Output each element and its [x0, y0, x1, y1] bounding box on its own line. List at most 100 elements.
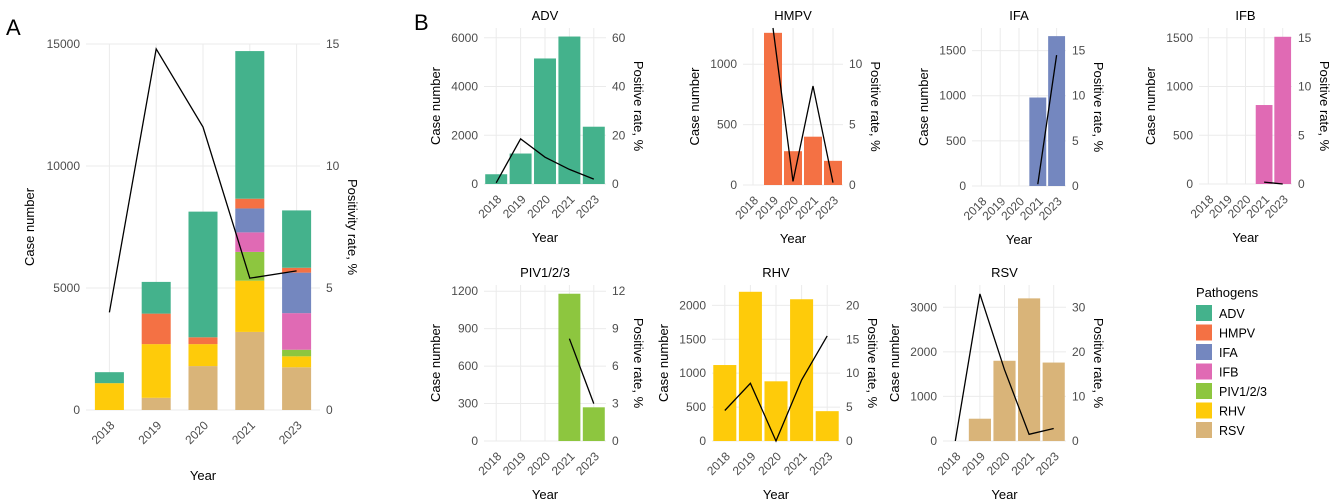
bar-rsv-2020 [188, 366, 218, 410]
bar-2023 [1048, 36, 1066, 186]
chart-title: ADV [532, 8, 559, 23]
y2-tick-label: 0 [326, 403, 333, 417]
bar-2021 [558, 293, 581, 441]
y-tick-label: 500 [946, 134, 966, 148]
y-tick-label: 1000 [1166, 80, 1193, 94]
y-tick-label: 0 [73, 403, 80, 417]
bar-2021 [790, 299, 814, 441]
positive-rate-line [568, 338, 595, 404]
bar-2023 [824, 160, 842, 185]
x-tick-label: 2023 [573, 192, 602, 221]
bar-2023 [1042, 362, 1065, 441]
y2-tick-label: 10 [1298, 80, 1312, 94]
bar-ifb-2023 [282, 313, 312, 350]
chart-title: IFA [1009, 8, 1029, 23]
legend-swatch-hmpv [1196, 324, 1212, 341]
bar-2019 [738, 291, 762, 441]
bar-adv-2019 [141, 281, 171, 314]
legend-label: IFB [1219, 366, 1238, 380]
x-tick-label: 2019 [136, 418, 165, 447]
x-axis-title: Year [1006, 232, 1033, 247]
y-axis-title: Case number [428, 66, 443, 145]
y2-tick-label: 0 [612, 434, 619, 448]
x-tick-label: 2021 [1008, 449, 1037, 478]
y-tick-label: 0 [730, 178, 737, 192]
y2-tick-label: 15 [846, 332, 860, 346]
y-tick-label: 1000 [910, 389, 937, 403]
legend-swatch-ifa [1196, 344, 1212, 360]
y-tick-label: 1500 [1166, 31, 1193, 45]
bar-ifb-2021 [235, 232, 265, 252]
y2-tick-label: 15 [1298, 31, 1312, 45]
y2-axis-title: Positivity rate, % [345, 179, 360, 276]
bar-adv-2020 [188, 211, 218, 338]
x-tick-label: 2020 [524, 192, 553, 221]
bar-2021 [804, 136, 822, 185]
y-axis-title: Case number [887, 323, 902, 402]
legend-label: HMPV [1219, 327, 1256, 341]
bar-rhv-2019 [141, 344, 171, 398]
x-tick-label: 2020 [524, 449, 553, 478]
bar-rhv-2023 [282, 356, 312, 368]
y2-tick-label: 10 [1072, 389, 1086, 403]
bar-rsv-2021 [235, 331, 265, 410]
legend-label: RHV [1219, 405, 1246, 419]
y2-axis-title: Positive rate, % [1091, 318, 1106, 409]
y2-tick-label: 20 [612, 128, 626, 142]
bar-2021 [558, 36, 581, 184]
y-tick-label: 2000 [451, 128, 478, 142]
y2-axis-title: Positive rate, % [1091, 62, 1106, 153]
positive-rate-line [1037, 55, 1058, 185]
bar-2019 [968, 418, 991, 441]
y2-tick-label: 10 [1072, 89, 1086, 103]
x-tick-label: 2021 [229, 418, 258, 447]
y-tick-label: 1200 [451, 284, 478, 298]
y2-tick-label: 0 [1298, 177, 1305, 191]
y2-tick-label: 60 [612, 31, 626, 45]
chart-rhv: 0 500 1000 1500 2000 0 5 10 15 20 2018201920202021… [656, 265, 880, 502]
y2-tick-label: 30 [1072, 300, 1086, 314]
bar-2018 [485, 174, 508, 184]
y-tick-label: 300 [458, 397, 478, 411]
positive-rate-line [954, 293, 1054, 442]
y2-tick-label: 10 [849, 57, 863, 71]
bar-2023 [815, 411, 839, 441]
chart-title: RSV [991, 265, 1018, 280]
bar-2023 [582, 407, 605, 441]
y2-tick-label: 20 [846, 298, 860, 312]
y2-tick-label: 3 [612, 397, 619, 411]
y2-axis-title: Positive rate, % [865, 318, 880, 409]
x-axis-title: Year [532, 487, 559, 502]
x-axis-title: Year [1232, 230, 1259, 245]
bar-rhv-2020 [188, 344, 218, 367]
bar-hmpv-2023 [282, 267, 312, 273]
bar-rhv-2018 [94, 383, 124, 410]
bar-adv-2023 [282, 210, 312, 268]
y-tick-label: 0 [699, 434, 706, 448]
y-axis-title: Case number [22, 187, 37, 266]
y2-axis-title: Positive rate, % [1317, 61, 1332, 152]
bar-piv123-2021 [235, 251, 265, 281]
legend-label: RSV [1219, 424, 1245, 438]
positive-rate-line [772, 27, 834, 183]
y2-axis-title: Positive rate, % [631, 318, 646, 409]
x-tick-label: 2023 [812, 193, 841, 222]
x-tick-label: 2023 [276, 418, 305, 447]
bar-piv123-2023 [282, 349, 312, 357]
bar-rhv-2021 [235, 280, 265, 332]
y-tick-label: 2000 [910, 345, 937, 359]
chart-a: 0 5000 10000 15000 0 5 10 15 2018 2019 2020 2021 202… [22, 37, 360, 483]
bar-ifa-2023 [282, 272, 312, 314]
y2-tick-label: 0 [1072, 179, 1079, 193]
chart-title: RHV [762, 265, 790, 280]
bar-2021 [1255, 105, 1273, 184]
legend: Pathogens ADV HMPV IFA IFB PIV1/2/3 RHV RSV [1196, 285, 1267, 438]
y-tick-label: 1000 [710, 57, 737, 71]
y-tick-label: 2000 [679, 298, 706, 312]
y2-tick-label: 6 [612, 359, 619, 373]
x-tick-label: 2019 [500, 449, 529, 478]
bar-adv-2021 [235, 51, 265, 199]
chart-title: PIV1/2/3 [520, 265, 570, 280]
x-tick-label: 2023 [1036, 194, 1065, 223]
